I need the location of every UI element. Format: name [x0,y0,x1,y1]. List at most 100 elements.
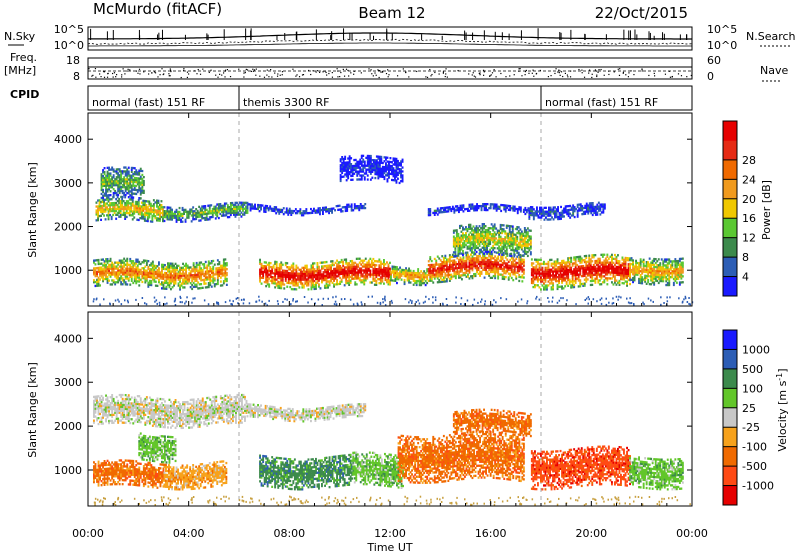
data-cell [268,283,270,285]
nave-point [325,72,326,73]
data-cell [530,245,532,247]
data-cell [121,204,123,206]
nave-point [561,71,562,72]
data-cell [333,280,335,282]
nave-point [479,74,480,75]
nave-point [681,75,682,76]
data-cell [478,257,480,259]
data-cell [265,211,267,213]
nave-point [565,73,566,74]
data-cell [497,271,499,273]
data-cell [262,204,264,206]
data-cell [503,228,505,230]
data-cell [599,258,601,260]
data-cell [118,198,120,200]
data-cell [164,220,166,222]
data-cell [214,264,216,266]
data-cell [383,259,385,261]
data-cell [494,275,496,277]
data-cell [487,271,489,273]
nave-point [230,76,231,77]
data-cell [420,270,422,272]
nave-point [245,72,246,73]
data-cell [350,282,352,284]
data-cell [332,260,334,262]
data-cell [465,232,467,234]
data-cell [145,204,147,206]
nave-point [121,74,122,75]
data-cell [548,284,550,286]
nave-point [243,73,244,74]
data-cell [141,281,143,283]
data-cell [383,283,385,285]
data-cell [138,203,140,205]
data-cell [129,258,131,260]
nave-point [121,76,122,77]
data-cell [147,260,149,262]
data-cell [599,279,601,281]
data-cell [494,247,496,249]
data-cell [591,260,593,262]
nave-point [271,76,272,77]
data-cell [297,267,299,269]
data-cell [585,257,587,259]
data-cell [205,282,207,284]
data-cell [143,176,145,178]
data-cell [552,288,554,290]
data-cell [205,261,207,263]
data-cell [512,257,514,259]
data-cell [298,286,300,288]
data-cell [166,288,168,290]
data-cell [585,280,587,282]
data-cell [342,210,344,212]
nave-point [445,68,446,69]
data-cell [289,208,291,210]
data-cell [467,252,469,254]
nave-point [91,76,92,77]
nave-point [525,74,526,75]
data-cell [505,210,507,212]
data-cell [217,277,219,279]
data-cell [472,267,474,269]
data-cell [158,281,160,283]
data-cell [446,262,448,264]
nave-point [343,69,344,70]
nave-point [143,71,144,72]
data-cell [481,265,483,267]
data-cell [202,269,204,271]
data-cell [191,288,193,290]
nave-point [373,75,374,76]
data-cell [333,264,335,266]
nave-point [267,69,268,70]
data-cell [527,255,529,257]
nave-point [254,69,255,70]
nave-point [641,69,642,70]
data-cell [151,219,153,221]
nave-point [296,74,297,75]
data-cell [551,259,553,261]
data-cell [558,280,560,282]
data-cell [212,266,214,268]
data-cell [434,277,436,279]
data-cell [513,253,515,255]
nave-point [397,75,398,76]
data-cell [591,284,593,286]
nave-point [274,72,275,73]
data-cell [196,266,198,268]
freq-strip [88,58,692,79]
data-cell [584,285,586,287]
nave-point [115,76,116,77]
data-cell [103,214,105,216]
nave-point [403,68,404,69]
data-cell [274,276,276,278]
data-cell [486,249,488,251]
data-cell [306,265,308,267]
nave-point [348,75,349,76]
nave-point [430,75,431,76]
data-cell [107,276,109,278]
data-cell [204,205,206,207]
nave-point [670,77,671,78]
data-cell [494,231,496,233]
data-cell [104,171,106,173]
